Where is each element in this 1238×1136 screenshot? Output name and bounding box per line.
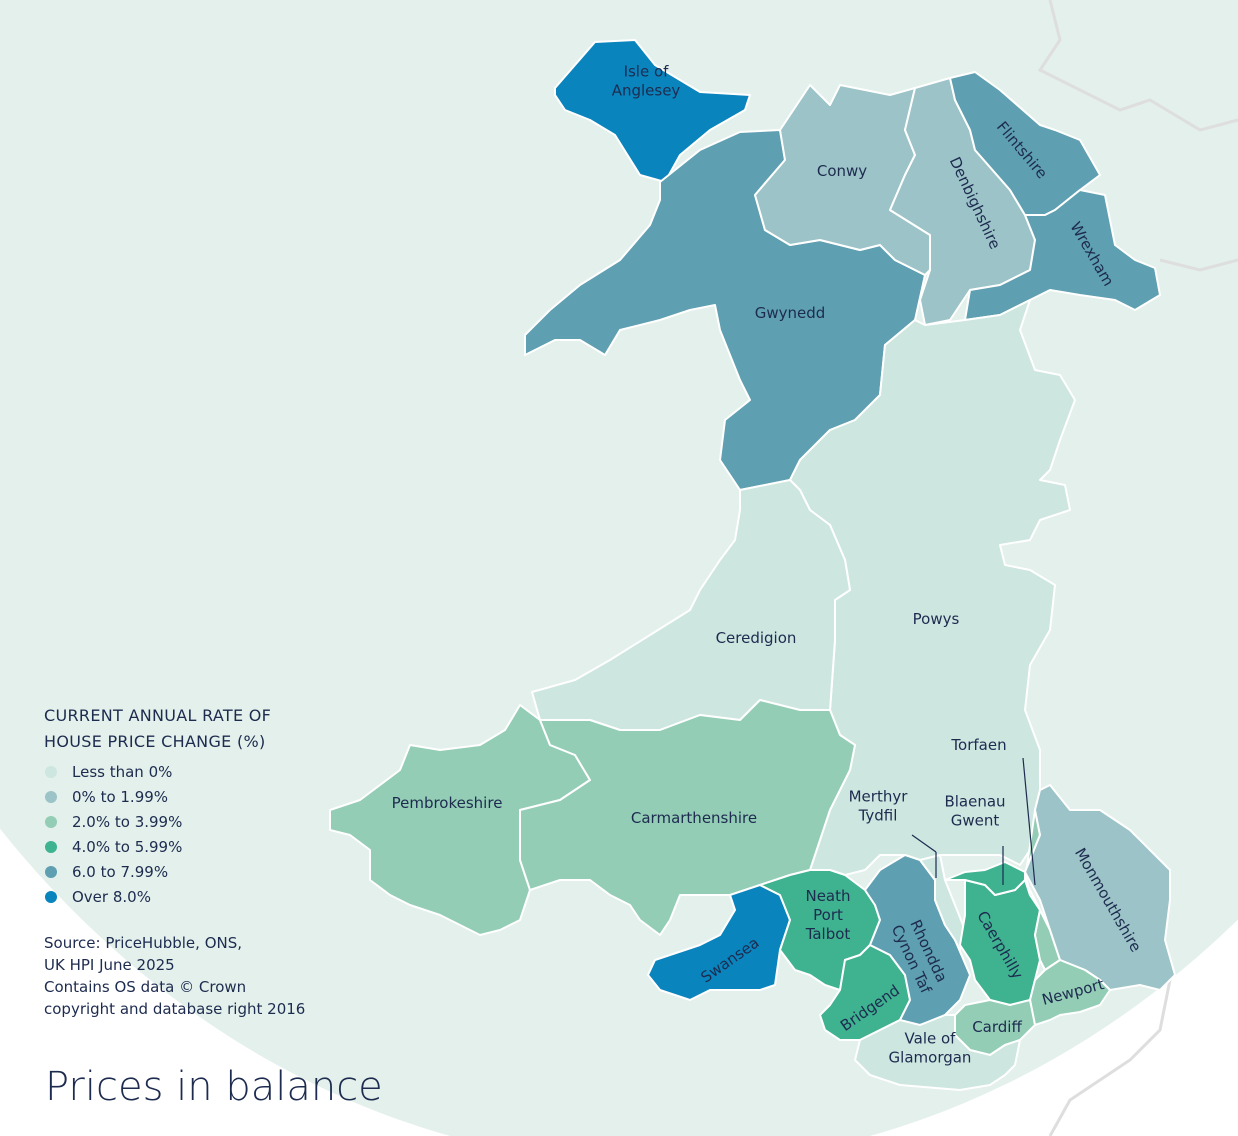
legend-swatch: [45, 866, 57, 878]
regions: [329, 39, 1176, 1091]
region-name: Powys: [913, 610, 960, 628]
region-name: Vale of: [905, 1030, 957, 1048]
border-line: [1048, 979, 1172, 1136]
region-name: Ceredigion: [716, 629, 797, 647]
border-lines: [1037, 0, 1238, 1136]
source-line: Contains OS data © Crown: [44, 978, 246, 996]
legend-label: 6.0 to 7.99%: [72, 863, 168, 881]
region-label: Ceredigion: [716, 629, 797, 647]
legend: CURRENT ANNUAL RATE OF HOUSE PRICE CHANGE…: [44, 706, 271, 906]
legend-swatch: [45, 891, 57, 903]
region: [1024, 784, 1176, 991]
region-name: Carmarthenshire: [631, 809, 757, 827]
source-line: Source: PriceHubble, ONS,: [44, 934, 242, 952]
legend-label: 2.0% to 3.99%: [72, 813, 182, 831]
border-line: [1037, 0, 1238, 132]
legend-swatch: [45, 791, 57, 803]
region-name: Tydfil: [858, 807, 898, 825]
legend-title: CURRENT ANNUAL RATE OF: [44, 706, 271, 725]
leader-lines: [911, 757, 1036, 886]
title: Prices in balance: [45, 1064, 383, 1110]
source: Source: PriceHubble, ONS, UK HPI June 202…: [44, 934, 305, 1018]
legend-label: Over 8.0%: [72, 888, 151, 906]
region-name: Conwy: [817, 162, 867, 180]
region-label: Gwynedd: [755, 304, 826, 322]
legend-label: 0% to 1.99%: [72, 788, 168, 806]
leader-line: [911, 834, 937, 853]
legend-label: Less than 0%: [72, 763, 172, 781]
region-name: Cardiff: [972, 1018, 1022, 1036]
legend-swatch: [45, 816, 57, 828]
region-name: Gwent: [951, 812, 1000, 830]
region-name: Torfaen: [950, 736, 1006, 754]
region-name: Pembrokeshire: [392, 794, 503, 812]
region-label: Torfaen: [950, 736, 1006, 754]
source-line: copyright and database right 2016: [44, 1000, 305, 1018]
legend-label: 4.0% to 5.99%: [72, 838, 182, 856]
source-line: UK HPI June 2025: [44, 956, 175, 974]
region: [554, 39, 751, 183]
region-name: Glamorgan: [889, 1049, 972, 1067]
region-name: Isle of: [624, 63, 670, 81]
region-name: Gwynedd: [755, 304, 826, 322]
legend-swatch: [45, 841, 57, 853]
region: [854, 1014, 1021, 1091]
region-name: Neath: [805, 887, 850, 905]
region-name: Blaenau: [944, 793, 1005, 811]
legend-swatch: [45, 766, 57, 778]
legend-title: HOUSE PRICE CHANGE (%): [44, 732, 266, 751]
region-name: Talbot: [805, 925, 851, 943]
region: [919, 854, 966, 951]
region-label: Pembrokeshire: [392, 794, 503, 812]
region: [864, 854, 971, 1026]
region-label: Powys: [913, 610, 960, 628]
region-name: Merthyr: [849, 788, 909, 806]
region-label: Carmarthenshire: [631, 809, 757, 827]
region-name: Port: [813, 906, 843, 924]
region-name: Anglesey: [612, 82, 681, 100]
border-line: [1159, 258, 1238, 272]
region: [964, 189, 1161, 321]
region-label: Cardiff: [972, 1018, 1022, 1036]
leader-line: [1022, 757, 1036, 886]
region-label: Conwy: [817, 162, 867, 180]
